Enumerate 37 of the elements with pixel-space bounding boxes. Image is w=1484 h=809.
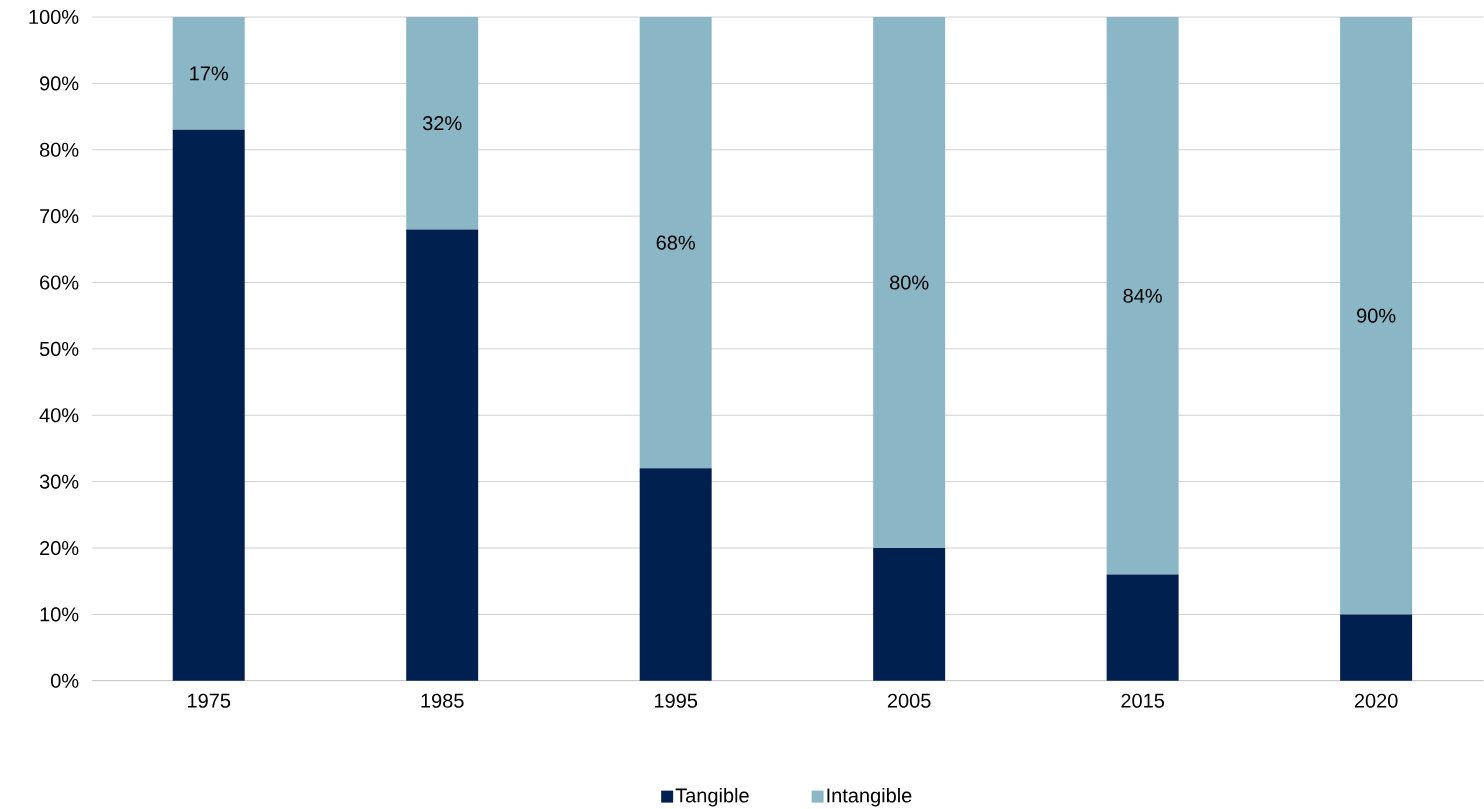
data-label: 68% — [656, 235, 695, 250]
legend-label: Intangible — [827, 787, 912, 807]
y-tick-label: 100% — [29, 9, 79, 24]
bar — [873, 547, 946, 681]
x-tick-label: 2005 — [887, 693, 931, 708]
bar — [1340, 614, 1413, 681]
bar — [172, 16, 245, 130]
y-tick-label: 50% — [39, 341, 79, 356]
data-label: 17% — [190, 66, 228, 81]
x-tick-label: 1995 — [654, 693, 698, 708]
y-tick-label: 40% — [39, 408, 79, 423]
bar — [406, 16, 479, 230]
bar — [1340, 16, 1413, 615]
y-tick-label: 0% — [51, 673, 79, 688]
bar — [639, 468, 712, 681]
data-label: 90% — [1357, 308, 1396, 323]
x-tick-label: 1985 — [421, 693, 464, 708]
x-tick-label: 2015 — [1121, 693, 1165, 708]
data-label: 32% — [422, 115, 462, 131]
bar — [406, 229, 479, 681]
y-tick-label: 70% — [40, 208, 79, 224]
y-tick-label: 20% — [40, 540, 79, 555]
bar — [172, 129, 245, 681]
y-tick-label: 90% — [40, 76, 79, 91]
bar — [1106, 16, 1179, 575]
y-tick-label: 30% — [39, 474, 79, 489]
y-tick-label: 60% — [40, 275, 79, 290]
data-label: 84% — [1123, 288, 1162, 303]
y-tick-label: 80% — [39, 142, 79, 157]
bar — [873, 16, 946, 548]
legend-label: Tangible — [675, 787, 749, 807]
bar — [639, 16, 712, 469]
data-label: 80% — [890, 275, 929, 290]
y-tick-label: 10% — [40, 607, 79, 622]
x-tick-label: 1975 — [187, 693, 231, 708]
bar — [1106, 574, 1179, 681]
x-tick-label: 2020 — [1354, 693, 1398, 708]
